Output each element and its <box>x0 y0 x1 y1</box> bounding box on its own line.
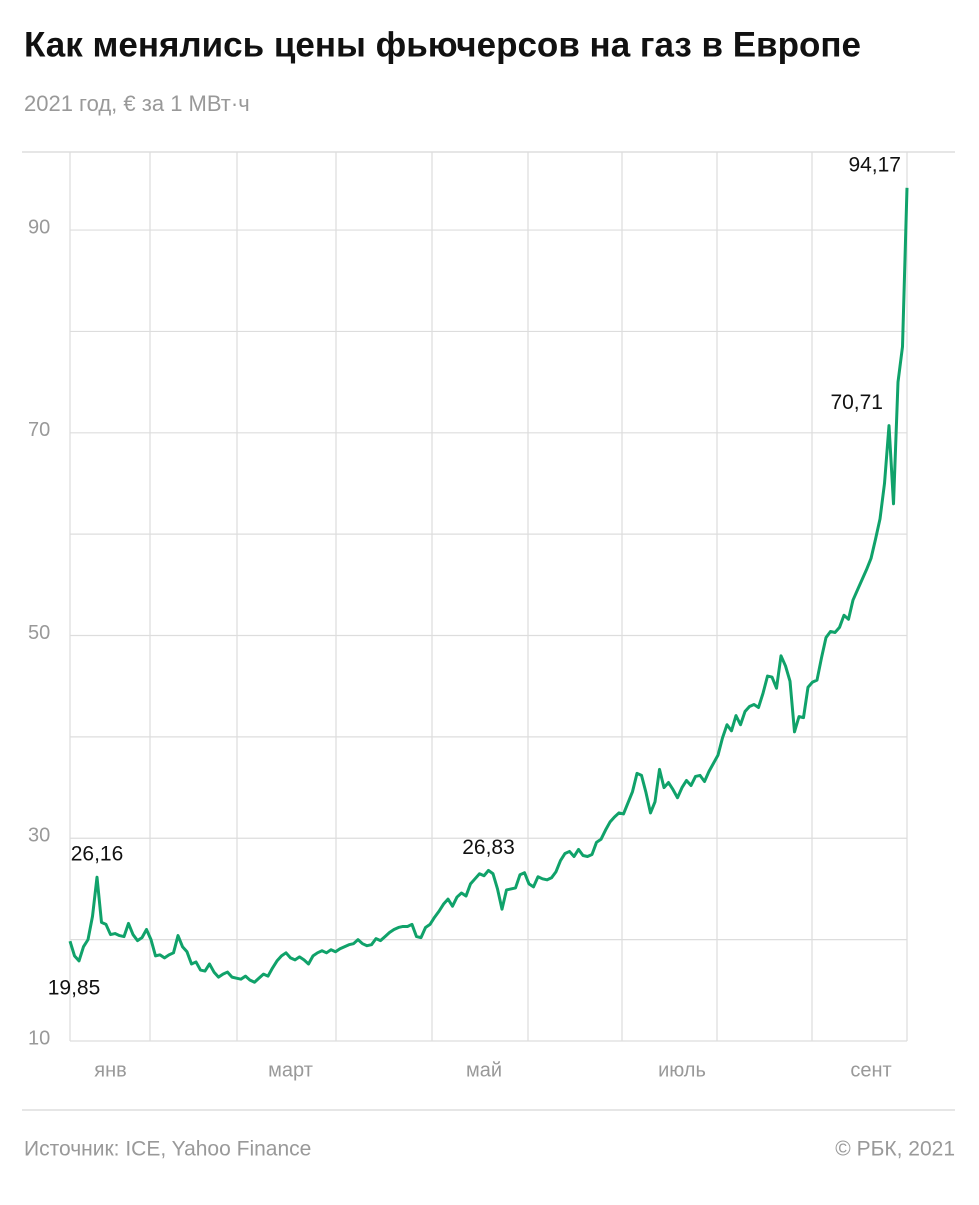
credit: © РБК, 2021 <box>835 1138 955 1161</box>
y-tick-label: 90 <box>28 216 50 238</box>
x-tick-label: май <box>466 1059 502 1081</box>
x-tick-label: сент <box>850 1059 891 1081</box>
chart-subtitle: 2021 год, € за 1 МВт·ч <box>24 91 250 116</box>
y-tick-label: 50 <box>28 622 50 644</box>
y-tick-label: 10 <box>28 1027 50 1049</box>
x-tick-label: июль <box>658 1059 706 1081</box>
x-tick-label: март <box>268 1059 313 1081</box>
x-tick-label: янв <box>94 1059 127 1081</box>
chart-title: Как менялись цены фьючерсов на газ в Евр… <box>24 25 861 64</box>
data-label: 70,71 <box>830 391 883 414</box>
data-label: 26,83 <box>462 836 515 859</box>
line <box>68 187 909 984</box>
data-label: 94,17 <box>848 153 901 176</box>
source: Источник: ICE, Yahoo Finance <box>24 1138 311 1161</box>
data-label: 19,85 <box>48 977 101 1000</box>
data-label: 26,16 <box>71 843 124 866</box>
y-tick-label: 30 <box>28 825 50 847</box>
y-tick-label: 70 <box>28 419 50 441</box>
